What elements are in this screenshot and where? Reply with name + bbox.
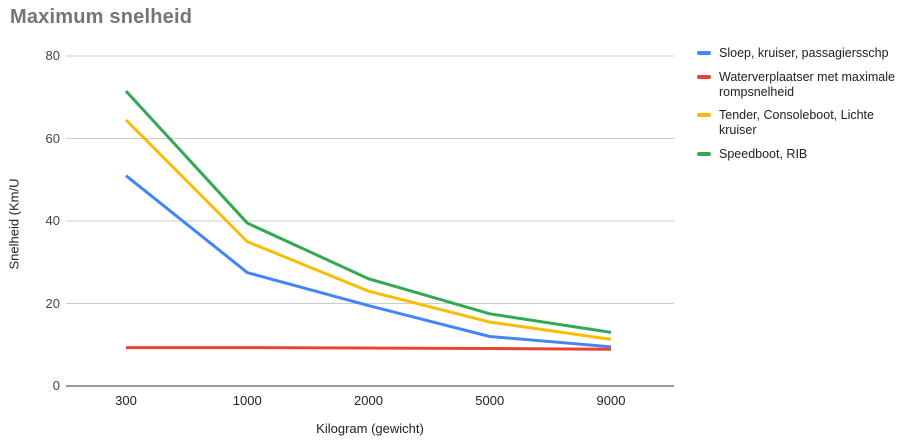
legend: Sloep, kruiser, passagiersschp Waterverpl… [697, 46, 909, 162]
legend-swatch [697, 51, 711, 55]
legend-item: Sloep, kruiser, passagiersschp [697, 46, 909, 61]
x-axis-title: Kilogram (gewicht) [316, 421, 424, 436]
legend-swatch [697, 113, 711, 118]
legend-label: Speedboot, RIB [719, 146, 808, 161]
legend-item: Speedboot, RIB [697, 147, 909, 162]
legend-label: Sloep, kruiser, passagiersschp [719, 46, 889, 60]
series-line-4 [124, 90, 612, 334]
legend-label: Tender, Consoleboot, Lichte kruiser [719, 108, 874, 137]
series-line-2 [126, 346, 612, 351]
chart-title: Maximum snelheid [10, 6, 193, 28]
series-line-3 [124, 118, 612, 341]
legend-swatch [697, 74, 711, 79]
legend-item: Tender, Consoleboot, Lichte kruiser [697, 108, 909, 138]
legend-swatch [697, 151, 711, 156]
legend-item: Waterverplaatser met maximale rompsnelhe… [697, 70, 909, 100]
series-line-1 [125, 174, 612, 349]
legend-label: Waterverplaatser met maximale rompsnelhe… [719, 69, 895, 99]
